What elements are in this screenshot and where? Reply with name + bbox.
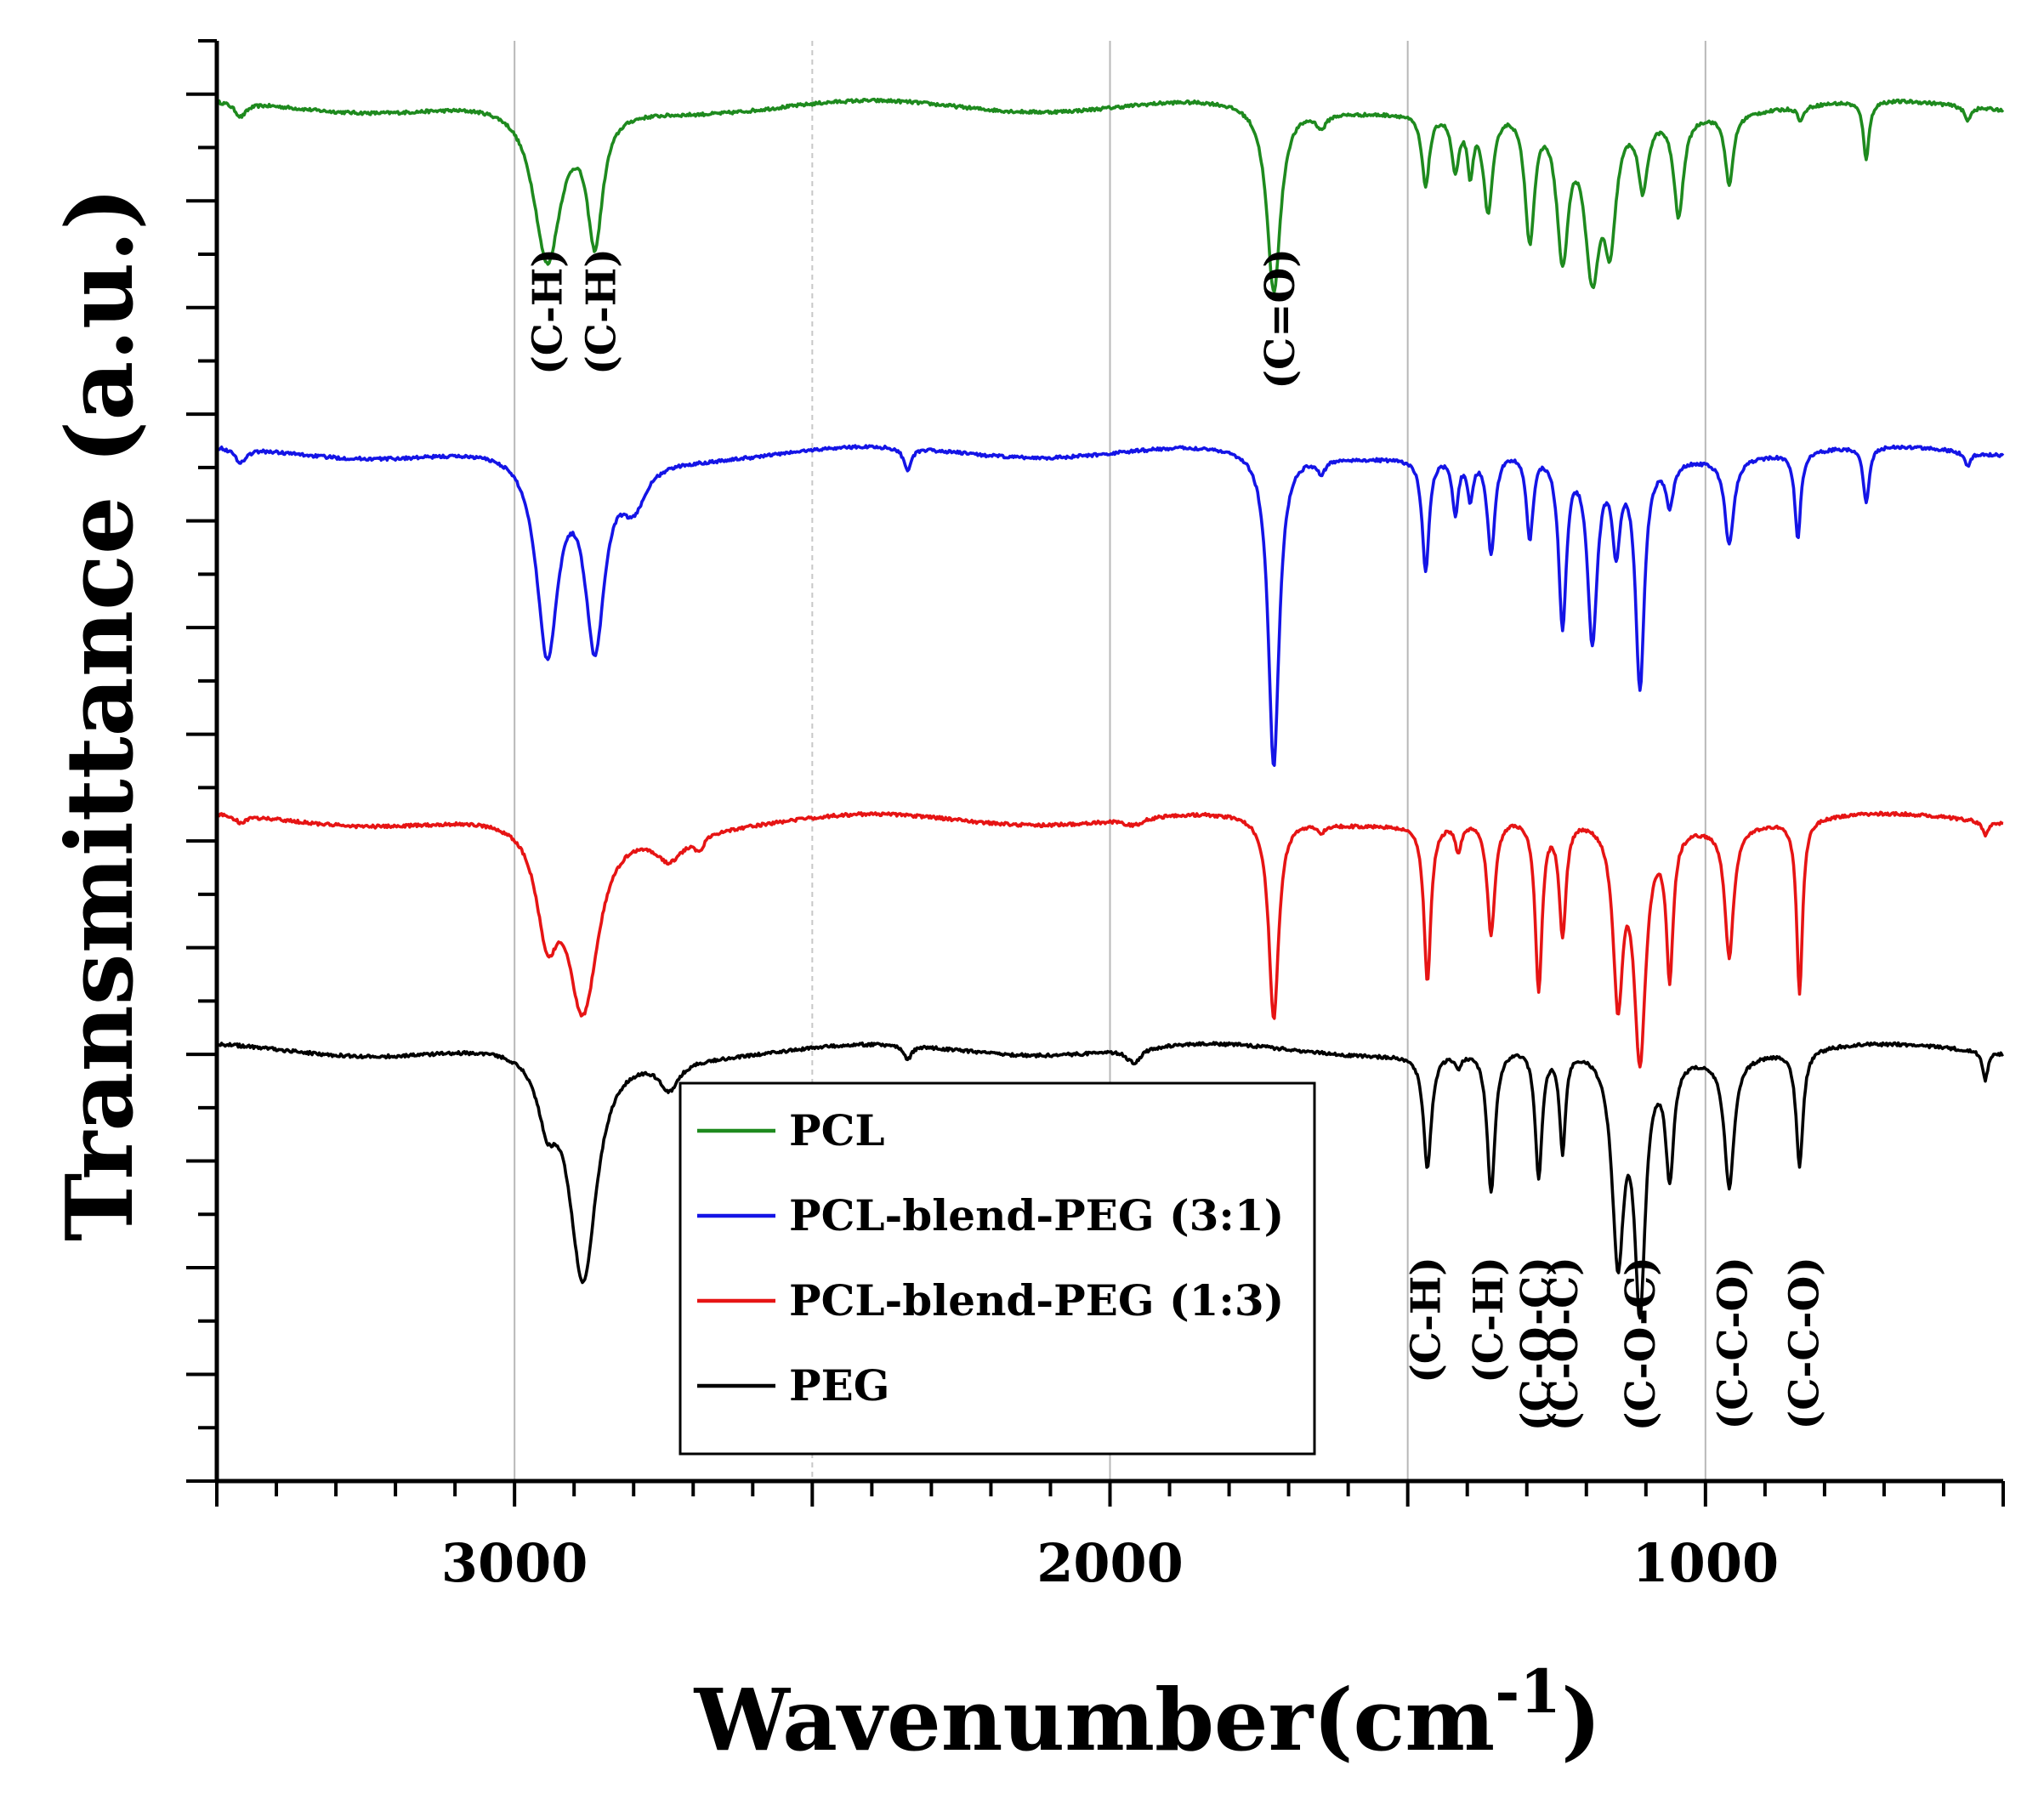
peak-label: (C-H) bbox=[1403, 1257, 1451, 1383]
x-tick-label: 3000 bbox=[441, 1532, 588, 1594]
x-axis-label-superscript: -1 bbox=[1495, 1656, 1561, 1727]
y-axis-label: Transmittance (a.u.) bbox=[47, 187, 154, 1241]
peak-label: (C=O) bbox=[1257, 248, 1304, 389]
x-axis-label-main: Wavenumber(cm bbox=[694, 1670, 1496, 1770]
annotation-layer: (C-H) (C-H) (C=O)(C-H) (C-H) (C-O-C)(C-O-C)(… bbox=[525, 248, 1829, 1431]
series-line bbox=[215, 97, 2005, 293]
axis-layer: 3000 2000 1000 bbox=[186, 39, 2005, 1594]
peak-label: (C-C-O) bbox=[1780, 1257, 1828, 1429]
peak-label: (C-O-C) bbox=[1513, 1257, 1560, 1431]
series-line bbox=[216, 444, 2005, 767]
legend: PCL PCL-blend-PEG (3:1) PCL-blend-PEG (1:3… bbox=[678, 1081, 1316, 1456]
x-axis-label: Wavenumber(cm-1) bbox=[694, 1656, 1602, 1770]
peak-label: (C-O-C) bbox=[1617, 1257, 1665, 1431]
peak-label: (C-H) bbox=[578, 248, 626, 375]
x-axis-label-tail: ) bbox=[1561, 1670, 1601, 1770]
peak-label: (C-H) bbox=[1465, 1257, 1513, 1383]
x-tick-label: 2000 bbox=[1036, 1532, 1184, 1594]
peak-label: (C-C-O) bbox=[1709, 1257, 1757, 1429]
peak-label: (C-H) bbox=[525, 248, 572, 375]
series-layer bbox=[215, 97, 2005, 1320]
x-tick-label: 1000 bbox=[1632, 1532, 1780, 1594]
series-line bbox=[215, 1041, 2004, 1320]
series-line bbox=[216, 810, 2004, 1069]
legend-label: PCL bbox=[789, 1105, 885, 1155]
legend-label: PCL-blend-PEG (1:3) bbox=[789, 1275, 1284, 1325]
legend-label: PCL-blend-PEG (3:1) bbox=[789, 1190, 1284, 1240]
legend-label: PEG bbox=[789, 1360, 889, 1411]
peak-label: (C-O-C) bbox=[1540, 1257, 1587, 1431]
legend-box bbox=[678, 1081, 1316, 1456]
